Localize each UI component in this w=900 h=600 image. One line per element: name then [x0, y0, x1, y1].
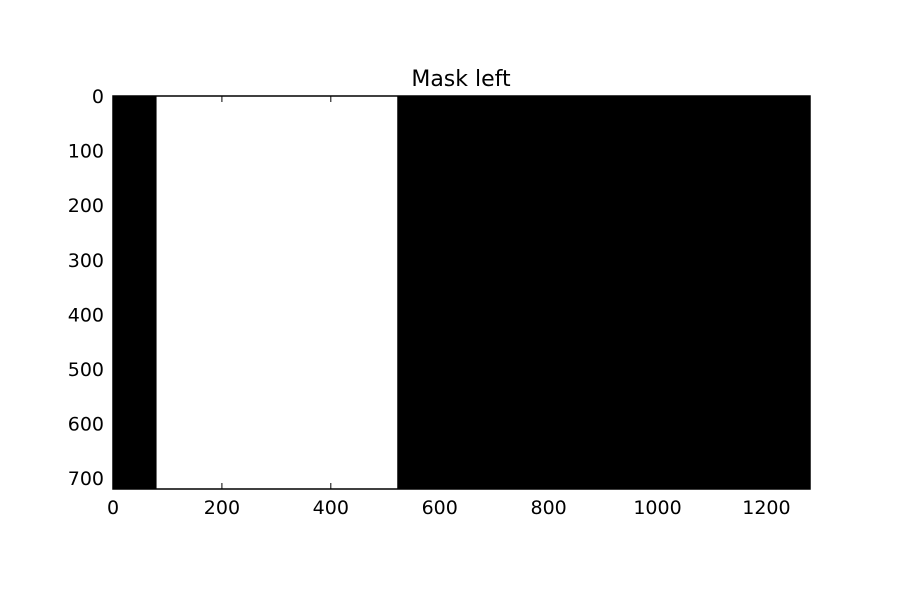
y-tick-label-4: 400	[68, 304, 104, 326]
x-tick-label-3: 600	[422, 497, 458, 519]
y-tick-label-6: 600	[68, 414, 104, 436]
x-tick-label-5: 1000	[633, 497, 681, 519]
x-tick-label-1: 200	[204, 497, 240, 519]
y-axis-tick-labels: 0 100 200 300 400 500 600 700	[68, 86, 104, 490]
y-tick-label-1: 100	[68, 141, 104, 163]
x-tick-label-0: 0	[107, 497, 119, 519]
y-tick-label-0: 0	[92, 86, 104, 108]
axes-frame	[112, 95, 811, 490]
chart-title: Mask left	[411, 67, 511, 92]
x-axis-tick-labels: 0 200 400 600 800 1000 1200	[107, 497, 791, 519]
x-tick-label-2: 400	[313, 497, 349, 519]
plot-area	[112, 95, 811, 490]
x-tick-label-4: 800	[530, 497, 566, 519]
mask-regions	[156, 96, 398, 489]
mask-region-0	[156, 96, 398, 489]
y-tick-label-3: 300	[68, 250, 104, 272]
y-tick-label-2: 200	[68, 195, 104, 217]
y-tick-label-7: 700	[68, 468, 104, 490]
x-tick-label-6: 1200	[742, 497, 790, 519]
y-tick-label-5: 500	[68, 359, 104, 381]
